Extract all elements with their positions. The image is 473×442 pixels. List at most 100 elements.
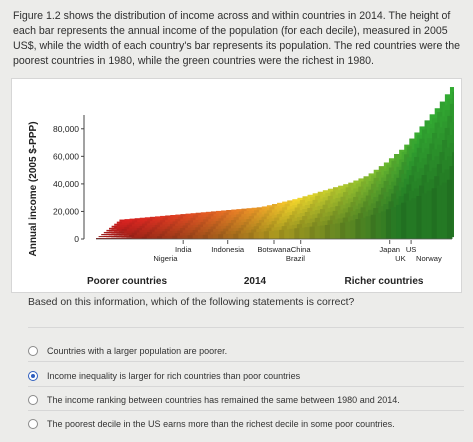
country-decile-bar: [162, 236, 168, 239]
country-decile-bar: [118, 235, 125, 238]
country-decile-bar: [139, 234, 145, 238]
country-decile-bar: [116, 221, 123, 224]
country-decile-bar: [106, 229, 112, 232]
country-decile-bar: [458, 84, 463, 223]
country-decile-bar: [248, 232, 255, 239]
country-decile-bar: [109, 227, 115, 230]
radio-option-1[interactable]: [28, 346, 38, 356]
radio-option-3[interactable]: [28, 395, 38, 405]
country-decile-bar: [137, 223, 143, 228]
country-decile-bar: [121, 237, 127, 239]
country-decile-bar: [218, 234, 224, 239]
answer-option-3[interactable]: The income ranking between countries has…: [28, 390, 400, 410]
country-decile-bar: [329, 224, 336, 239]
answer-option-4[interactable]: The poorest decile in the US earns more …: [28, 414, 395, 434]
country-label: China: [291, 245, 312, 254]
country-decile-bar: [126, 220, 133, 224]
country-decile-bar: [116, 233, 122, 236]
country-decile-bar: [284, 229, 290, 239]
country-decile-bar: [177, 230, 183, 236]
country-decile-bar: [406, 200, 412, 239]
country-decile-bar: [101, 234, 107, 236]
country-decile-bar: [157, 231, 163, 236]
country-decile-bar: [131, 228, 138, 232]
country-decile-bar: [411, 198, 417, 239]
country-decile-bar: [212, 234, 219, 239]
country-decile-bar: [455, 139, 460, 234]
country-decile-bar: [119, 219, 125, 222]
intro-text: Figure 1.2 shows the distribution of inc…: [13, 10, 461, 67]
country-decile-bar: [113, 235, 120, 238]
caption-year: 2014: [244, 276, 267, 287]
country-decile-bar: [152, 227, 158, 232]
country-decile-bar: [350, 220, 356, 239]
option-3-label: The income ranking between countries has…: [47, 395, 400, 405]
country-label: UK: [395, 254, 406, 263]
divider: [28, 386, 464, 387]
country-decile-bar: [126, 224, 133, 228]
option-1-label: Countries with a larger population are p…: [47, 346, 228, 356]
country-decile-bar: [190, 232, 196, 238]
country-label: India: [175, 245, 192, 254]
country-decile-bar: [441, 182, 448, 239]
country-decile-bar: [96, 238, 102, 239]
country-decile-bar: [309, 226, 316, 239]
country-decile-bar: [396, 204, 402, 239]
y-tick-label: 80,000: [53, 124, 79, 134]
country-decile-bar: [157, 236, 163, 239]
country-decile-bar: [167, 231, 173, 236]
country-decile-bar: [124, 219, 130, 222]
country-decile-bar: [131, 232, 138, 236]
country-decile-bar: [134, 222, 141, 226]
country-decile-bar: [111, 225, 118, 228]
country-decile-bar: [103, 235, 110, 238]
answer-option-1[interactable]: Countries with a larger population are p…: [28, 341, 227, 361]
income-distribution-chart: Annual income (2005 $-PPP) 0 20,000 40,000…: [11, 78, 462, 293]
country-decile-bar: [116, 237, 122, 239]
country-decile-bar: [141, 232, 148, 236]
caption-richer: Richer countries: [345, 276, 424, 287]
country-decile-bar: [192, 235, 199, 239]
y-axis-label: Annual income (2005 $-PPP): [28, 121, 39, 256]
country-decile-bar: [132, 220, 138, 224]
country-decile-bar: [154, 229, 161, 234]
country-decile-bar: [340, 222, 346, 239]
country-decile-bar: [124, 230, 130, 234]
country-decile-bar: [159, 229, 166, 234]
country-decile-bar: [380, 211, 387, 239]
country-decile-bar: [185, 232, 191, 238]
country-decile-bar: [172, 230, 178, 236]
country-decile-bar: [136, 228, 143, 232]
country-decile-bar: [113, 231, 120, 234]
country-decile-bar: [134, 230, 140, 234]
country-label: US: [406, 245, 417, 254]
divider: [28, 327, 464, 328]
country-decile-bar: [106, 233, 112, 236]
country-decile-bar: [436, 185, 443, 239]
caption-poorer: Poorer countries: [87, 276, 167, 287]
country-decile-bar: [324, 224, 331, 239]
y-tick-label: 60,000: [53, 151, 79, 161]
country-decile-bar: [141, 236, 148, 239]
country-decile-bar: [319, 225, 326, 239]
country-decile-bar: [205, 232, 211, 238]
country-decile-bar: [146, 231, 153, 236]
radio-option-4[interactable]: [28, 419, 38, 429]
radio-option-2[interactable]: [28, 371, 38, 381]
country-decile-bar: [195, 232, 201, 238]
country-decile-bar: [116, 229, 123, 232]
country-decile-bar: [446, 179, 453, 239]
country-decile-bar: [335, 223, 341, 239]
country-decile-bar: [289, 228, 295, 239]
country-decile-bar: [126, 228, 133, 232]
country-decile-bar: [111, 237, 117, 239]
country-label: Indonesia: [211, 245, 245, 254]
country-decile-bar: [207, 234, 214, 239]
country-decile-bar: [345, 221, 351, 239]
country-decile-bar: [151, 236, 158, 239]
country-decile-bar: [124, 226, 130, 230]
country-decile-bar: [228, 233, 234, 239]
country-decile-bar: [131, 237, 138, 239]
answer-option-2[interactable]: Income inequality is larger for rich cou…: [28, 366, 300, 386]
country-decile-bar: [375, 213, 382, 239]
